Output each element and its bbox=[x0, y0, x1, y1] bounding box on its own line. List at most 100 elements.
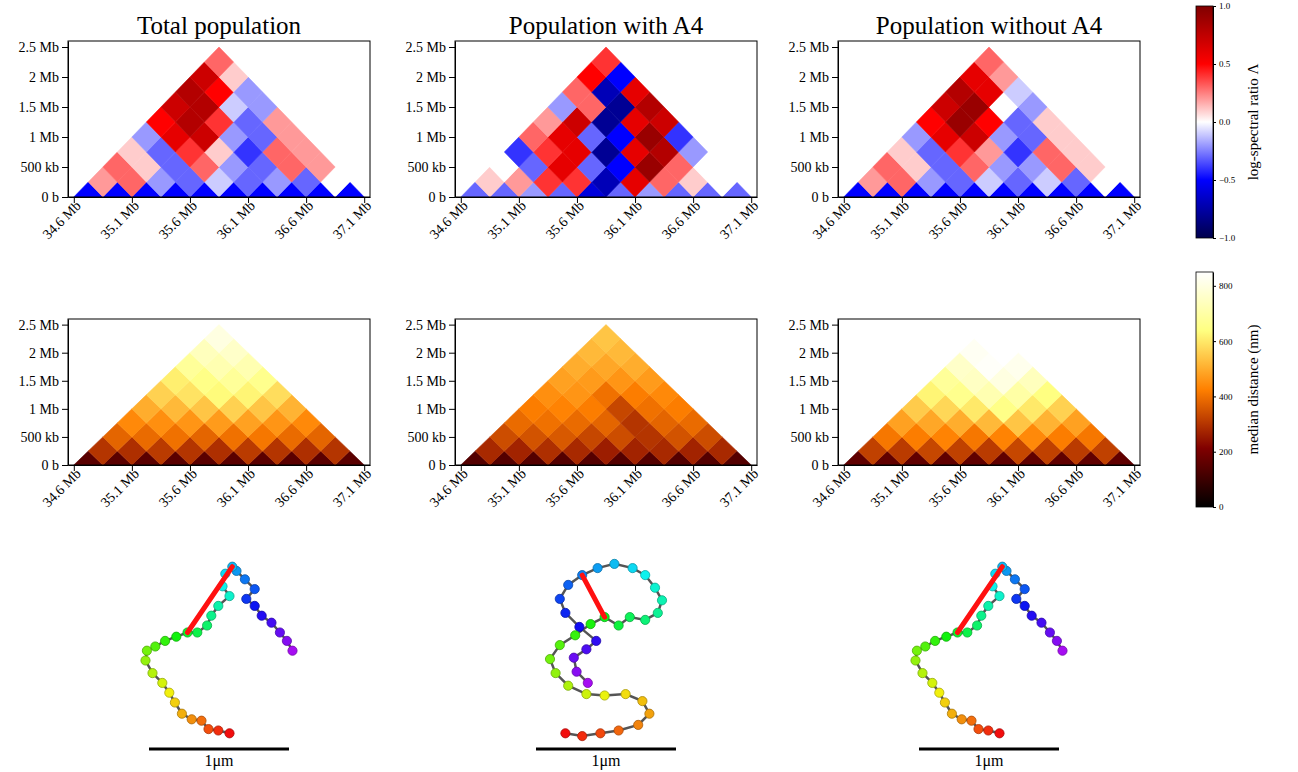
x-tick: 37.1 Mb bbox=[1100, 197, 1144, 242]
colorbar-tick: 800 bbox=[1213, 281, 1233, 291]
y-tick: 0 b bbox=[429, 190, 456, 205]
colorbar-tick: 0 bbox=[1213, 502, 1224, 512]
scale-bar bbox=[149, 748, 289, 751]
bead bbox=[935, 688, 944, 697]
structure bbox=[545, 559, 666, 740]
tick-label: 1 Mb bbox=[799, 402, 829, 417]
heatmap-cell bbox=[974, 47, 1003, 77]
x-tick: 37.1 Mb bbox=[330, 465, 374, 510]
tick-label: 2 Mb bbox=[416, 70, 446, 85]
bead bbox=[592, 636, 601, 645]
y-tick: 2 Mb bbox=[799, 346, 838, 361]
bead bbox=[984, 601, 993, 610]
heatmap-panel: 34.6 Mb35.1 Mb35.6 Mb36.1 Mb36.6 Mb37.1 … bbox=[19, 318, 375, 511]
bead bbox=[650, 583, 659, 592]
bead bbox=[203, 621, 212, 630]
tick-label: 1.5 Mb bbox=[789, 374, 829, 389]
bead bbox=[1058, 646, 1067, 655]
bead bbox=[250, 601, 259, 610]
bead bbox=[911, 656, 920, 665]
bead bbox=[193, 628, 202, 637]
bead bbox=[634, 720, 643, 729]
y-tick: 2.5 Mb bbox=[406, 40, 455, 55]
bead bbox=[561, 608, 570, 617]
x-tick: 37.1 Mb bbox=[330, 197, 374, 242]
tick-mark bbox=[449, 437, 455, 438]
bead bbox=[572, 667, 581, 676]
bead bbox=[977, 611, 986, 620]
bead bbox=[288, 646, 297, 655]
bead bbox=[657, 596, 666, 605]
tick-mark bbox=[62, 107, 68, 108]
x-tick: 36.1 Mb bbox=[984, 465, 1028, 510]
axis-line bbox=[456, 197, 758, 198]
tick-label: 2.5 Mb bbox=[789, 318, 829, 333]
bead bbox=[267, 618, 276, 627]
x-tick: 35.1 Mb bbox=[868, 465, 912, 510]
tick-mark bbox=[1213, 6, 1216, 7]
tick-mark bbox=[62, 409, 68, 410]
bead bbox=[204, 725, 213, 734]
tick-mark bbox=[832, 107, 838, 108]
tick-mark bbox=[1213, 452, 1216, 453]
y-tick: 0 b bbox=[42, 458, 69, 473]
bead bbox=[645, 709, 654, 718]
tick-label: 1.5 Mb bbox=[19, 374, 59, 389]
colorbar-tick: 0.0 bbox=[1213, 117, 1231, 127]
bead bbox=[586, 620, 595, 629]
x-tick: 36.6 Mb bbox=[1042, 465, 1086, 510]
tick-mark bbox=[832, 409, 838, 410]
y-tick: 1.5 Mb bbox=[406, 374, 455, 389]
bead bbox=[625, 613, 634, 622]
tick-label: 1.0 bbox=[1219, 1, 1231, 11]
tick-label: 35.1 Mb bbox=[868, 198, 912, 242]
bead bbox=[582, 690, 591, 699]
tick-label: −0.5 bbox=[1219, 175, 1236, 185]
bead bbox=[641, 615, 650, 624]
bead bbox=[555, 594, 564, 603]
tick-label: 35.6 Mb bbox=[156, 466, 200, 510]
cells bbox=[844, 47, 1134, 197]
bead bbox=[165, 688, 174, 697]
tick-label: 0 b bbox=[42, 458, 60, 473]
x-axis: 34.6 Mb35.1 Mb35.6 Mb36.1 Mb36.6 Mb37.1 … bbox=[40, 197, 375, 242]
bead bbox=[1020, 601, 1029, 610]
bead bbox=[921, 642, 930, 651]
tick-label: 36.6 Mb bbox=[272, 466, 316, 510]
bead bbox=[578, 732, 587, 741]
x-axis: 34.6 Mb35.1 Mb35.6 Mb36.1 Mb36.6 Mb37.1 … bbox=[427, 197, 762, 242]
bead bbox=[641, 571, 650, 580]
highlight-link bbox=[958, 567, 1003, 633]
tick-label: 0 bbox=[1219, 502, 1224, 512]
y-tick: 2 Mb bbox=[29, 70, 68, 85]
bead bbox=[214, 601, 223, 610]
y-tick: 500 kb bbox=[791, 160, 839, 175]
heatmap-cell bbox=[591, 325, 620, 353]
x-axis: 34.6 Mb35.1 Mb35.6 Mb36.1 Mb36.6 Mb37.1 … bbox=[40, 465, 375, 510]
chain bbox=[916, 567, 1063, 734]
y-tick: 1 Mb bbox=[416, 130, 455, 145]
tick-label: 200 bbox=[1219, 447, 1233, 457]
y-tick: 1.5 Mb bbox=[789, 100, 838, 115]
tick-label: 1.5 Mb bbox=[406, 100, 446, 115]
tick-mark bbox=[449, 167, 455, 168]
axis-line bbox=[839, 465, 1141, 466]
colorbar-tick: −1.0 bbox=[1213, 233, 1236, 243]
tick-mark bbox=[449, 381, 455, 382]
x-axis: 34.6 Mb35.1 Mb35.6 Mb36.1 Mb36.6 Mb37.1 … bbox=[810, 197, 1145, 242]
y-tick: 0 b bbox=[429, 458, 456, 473]
bead bbox=[1020, 585, 1029, 594]
axis-line bbox=[838, 42, 839, 198]
tick-mark bbox=[62, 353, 68, 354]
bead bbox=[207, 611, 216, 620]
tick-mark bbox=[832, 137, 838, 138]
tick-label: 37.1 Mb bbox=[330, 466, 374, 510]
axis-line bbox=[455, 320, 456, 466]
tick-label: −1.0 bbox=[1219, 233, 1236, 243]
tick-label: 1.5 Mb bbox=[789, 100, 829, 115]
tick-label: 2.5 Mb bbox=[19, 40, 59, 55]
tick-label: 2 Mb bbox=[416, 346, 446, 361]
tick-label: 1 Mb bbox=[416, 130, 446, 145]
x-tick: 35.1 Mb bbox=[98, 197, 142, 242]
axis-line bbox=[1213, 273, 1214, 508]
